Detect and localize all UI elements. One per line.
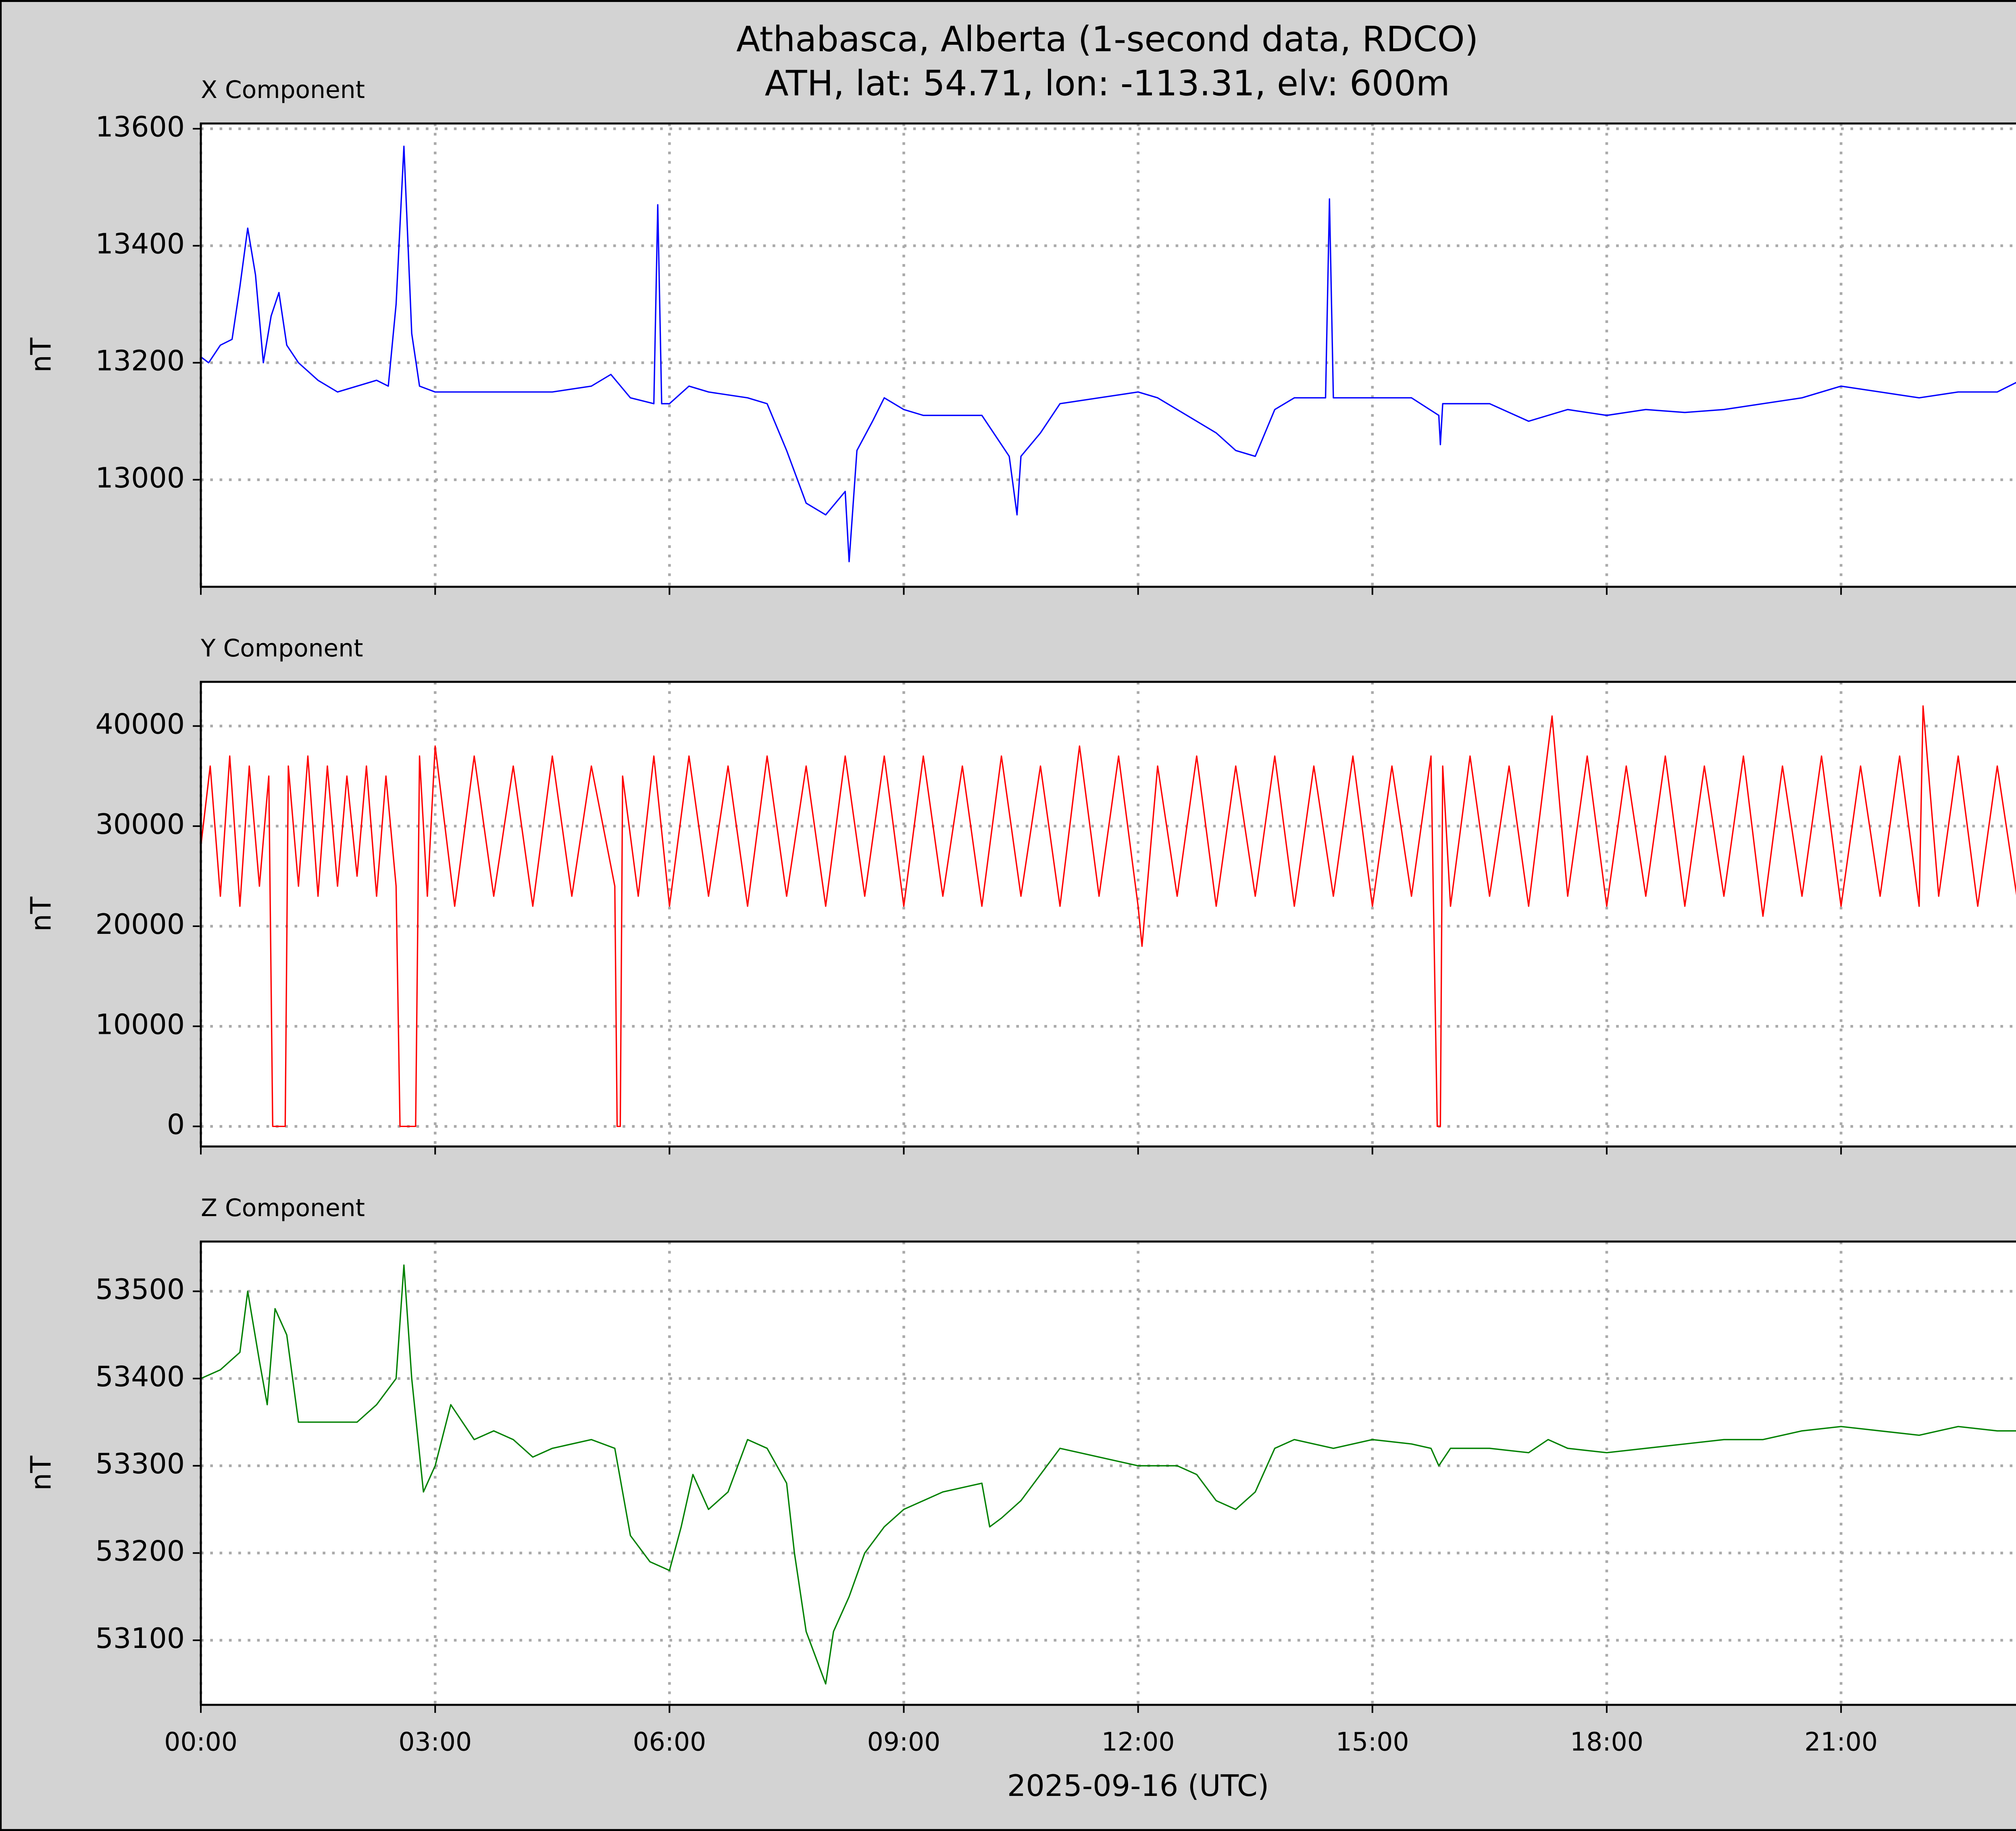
y-axis-label: nT [25, 896, 57, 931]
y-tick-label: 40000 [95, 708, 185, 741]
y-tick-label: 53500 [95, 1273, 185, 1306]
plot-area [201, 682, 2016, 1147]
plot-frame [200, 122, 2016, 588]
y-tick-label: 53300 [95, 1448, 185, 1480]
x-tick-label: 18:00 [1570, 1727, 1643, 1756]
y-tick-label: 30000 [95, 808, 185, 841]
y-axis-label: nT [25, 1456, 57, 1491]
y-tick-label: 13200 [95, 345, 185, 377]
x-axis-label: 2025-09-16 (UTC) [1007, 1769, 1269, 1803]
y-tick-label: 53400 [95, 1360, 185, 1393]
plot-frame [200, 681, 2016, 1148]
panel-title: Z Component [201, 1194, 365, 1222]
data-line [200, 146, 2016, 562]
x-tick-label: 03:00 [398, 1727, 472, 1756]
chart-subtitle: ATH, lat: 54.71, lon: -113.31, elv: 600m [765, 64, 1450, 104]
y-tick-label: 13400 [95, 227, 185, 260]
x-tick-label: 15:00 [1336, 1727, 1409, 1756]
y-tick-label: 13000 [95, 462, 185, 494]
y-tick-label: 53200 [95, 1535, 185, 1568]
y-tick-label: 53100 [95, 1622, 185, 1655]
chart-title: Athabasca, Alberta (1-second data, RDCO) [736, 19, 1478, 60]
plot-area [201, 123, 2016, 587]
panel-title: Y Component [200, 635, 363, 662]
y-tick-label: 20000 [95, 908, 185, 941]
data-line [200, 705, 2016, 1127]
x-tick-label: 09:00 [867, 1727, 941, 1756]
x-tick-label: 00:00 [164, 1727, 237, 1756]
x-tick-label: 12:00 [1102, 1727, 1175, 1756]
y-tick-label: 10000 [95, 1008, 185, 1041]
x-tick-label: 21:00 [1804, 1727, 1878, 1756]
y-tick-label: 0 [167, 1108, 185, 1141]
panel-title: X Component [201, 76, 365, 104]
x-tick-label: 06:00 [633, 1727, 706, 1756]
y-axis-label: nT [25, 337, 57, 373]
data-line [200, 1264, 2016, 1685]
plot-area [201, 1241, 2016, 1705]
y-tick-label: 13600 [95, 110, 185, 143]
plot-frame [200, 1240, 2016, 1706]
